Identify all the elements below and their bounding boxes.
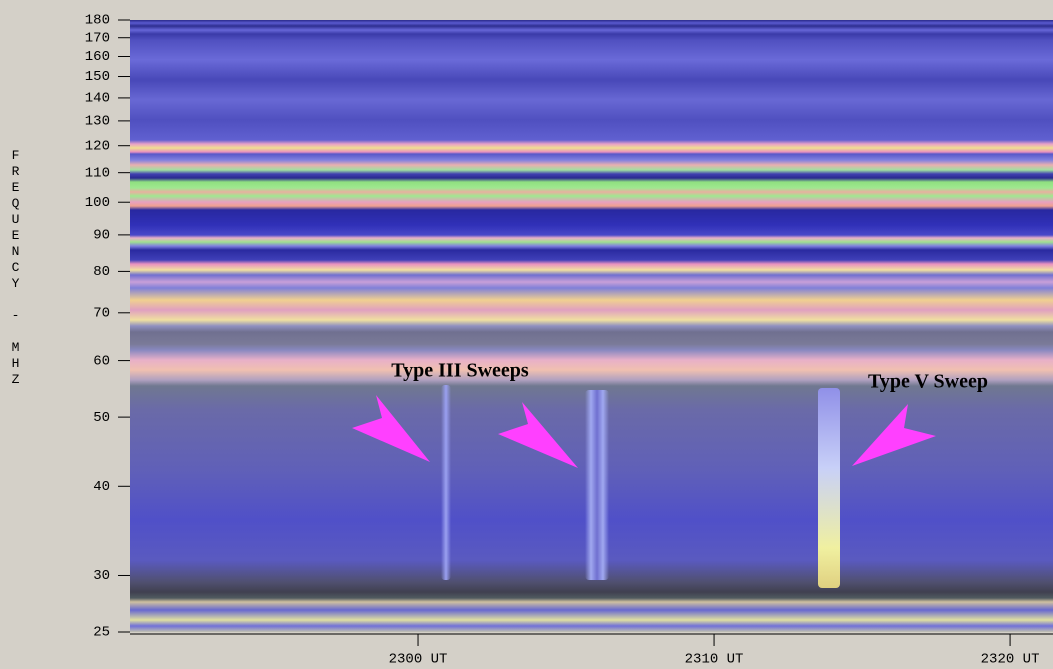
y-tick-label: 160	[85, 49, 110, 65]
arrow	[852, 404, 936, 466]
x-tick-label: 2310 UT	[685, 652, 744, 668]
x-tick-label: 2320 UT	[981, 652, 1040, 668]
y-tick-label: 90	[93, 228, 110, 244]
arrows	[352, 395, 936, 468]
type-v-sweep	[818, 388, 840, 588]
type-iii-sweep	[441, 385, 451, 580]
annotation: Type V Sweep	[868, 371, 988, 393]
y-axis-label: FREQUENCY - MHZ	[8, 148, 23, 388]
y-tick-label: 120	[85, 138, 110, 154]
y-tick-label: 140	[85, 91, 110, 107]
x-tick-label: 2300 UT	[389, 652, 448, 668]
y-tick-label: 80	[93, 264, 110, 280]
type-iii-sweep	[585, 390, 609, 580]
y-tick-label: 110	[85, 165, 110, 181]
y-tick-label: 150	[85, 69, 110, 85]
spectrogram	[130, 20, 1053, 632]
y-tick-label: 100	[85, 195, 110, 211]
y-tick-label: 60	[93, 353, 110, 369]
y-tick-label: 40	[93, 479, 110, 495]
y-tick-label: 70	[93, 306, 110, 322]
y-tick-label: 25	[93, 625, 110, 641]
annotation: Type III Sweeps	[391, 360, 529, 382]
y-tick-label: 130	[85, 114, 110, 130]
arrow	[498, 402, 578, 468]
y-tick-label: 30	[93, 568, 110, 584]
y-tick-label: 50	[93, 410, 110, 426]
y-tick-label: 180	[85, 13, 110, 29]
arrow	[352, 395, 430, 462]
y-tick-label: 170	[85, 30, 110, 46]
